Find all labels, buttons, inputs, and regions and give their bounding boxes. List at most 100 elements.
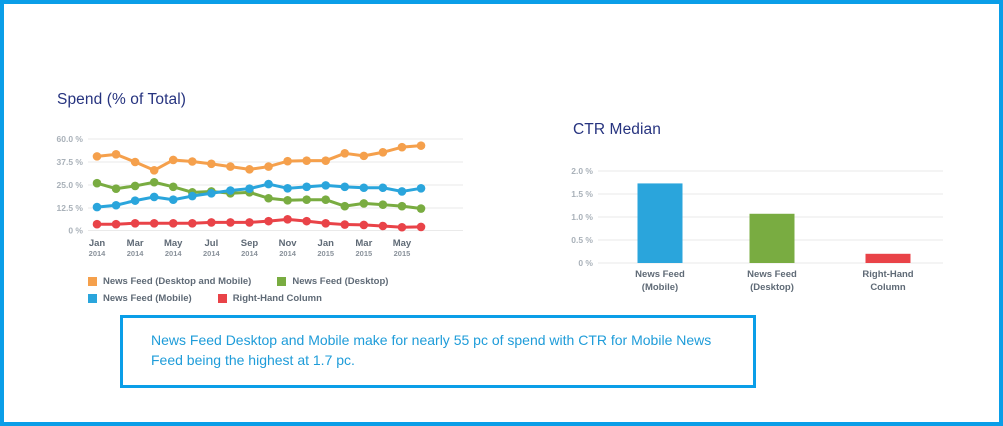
data-point — [302, 182, 311, 192]
svg-text:0 %: 0 % — [68, 226, 83, 236]
ctr-chart-title: CTR Median — [573, 121, 661, 138]
svg-text:May: May — [393, 238, 412, 249]
data-point — [378, 200, 388, 209]
spend-y-axis-labels: 60.0 % 37.5 % 25.0 % 12.5 % 0 % — [57, 134, 84, 236]
data-point — [264, 193, 273, 203]
svg-text:0 %: 0 % — [578, 258, 593, 268]
legend-item-news-feed-desktop[interactable]: News Feed (Desktop) — [277, 276, 388, 287]
data-point — [340, 149, 350, 158]
data-point — [245, 218, 254, 227]
svg-text:37.5 %: 37.5 % — [57, 157, 84, 167]
data-point — [378, 183, 388, 193]
bar-category-label: News Feed — [747, 269, 797, 280]
legend-item-news-feed-mobile[interactable]: News Feed (Mobile) — [88, 293, 192, 304]
legend-swatch-icon — [88, 277, 97, 286]
insight-text: News Feed Desktop and Mobile make for ne… — [151, 332, 712, 368]
data-point — [188, 191, 197, 201]
bar-category-label: (Desktop) — [750, 282, 794, 293]
data-point — [92, 178, 102, 188]
legend-item-right-hand-column[interactable]: Right-Hand Column — [217, 293, 322, 304]
data-point — [321, 195, 331, 205]
svg-text:2.0 %: 2.0 % — [571, 166, 593, 176]
svg-text:2015: 2015 — [355, 249, 372, 258]
data-point — [245, 184, 254, 193]
data-point — [168, 155, 178, 165]
data-point — [302, 216, 311, 226]
line-series-news-feed-mobile — [92, 179, 426, 212]
data-point — [168, 182, 178, 192]
data-point — [378, 147, 388, 157]
data-point — [340, 182, 350, 192]
data-point — [283, 184, 292, 193]
svg-text:Jan: Jan — [318, 238, 335, 249]
data-point — [226, 218, 235, 227]
svg-text:2015: 2015 — [394, 249, 411, 258]
legend-swatch-icon — [217, 294, 227, 303]
data-point — [340, 220, 350, 229]
data-point — [264, 162, 273, 171]
legend-swatch-icon — [277, 277, 287, 286]
svg-text:2014: 2014 — [241, 249, 259, 258]
data-point — [416, 204, 426, 213]
data-point — [397, 201, 407, 211]
spend-x-axis-labels: Jan2014Mar2014May2014Jul2014Sep2014Nov20… — [89, 238, 412, 258]
data-point — [130, 196, 140, 205]
bar-right-hand-column — [865, 253, 911, 263]
data-point — [111, 200, 121, 210]
data-point — [188, 157, 197, 166]
data-point — [92, 202, 102, 212]
data-point — [168, 195, 178, 205]
svg-text:2015: 2015 — [317, 249, 334, 258]
legend-row: News Feed (Mobile) Right-Hand Column — [88, 293, 388, 304]
data-point — [188, 219, 197, 228]
data-point — [111, 150, 121, 159]
spend-line-plot: 60.0 %37.5 %25.0 %12.5 %0 %Jan2014Mar201… — [57, 134, 463, 258]
data-point — [416, 222, 426, 232]
data-point — [359, 151, 369, 161]
data-point — [168, 219, 178, 228]
data-point — [321, 181, 331, 190]
ctr-y-axis-labels: 2.0 % 1.5 % 1.0 % 0.5 % 0 % — [571, 166, 593, 268]
data-point — [207, 159, 216, 169]
data-point — [264, 179, 273, 189]
svg-text:Mar: Mar — [355, 238, 372, 249]
legend-label: News Feed (Desktop) — [292, 276, 389, 287]
data-point — [359, 220, 369, 230]
legend-row: News Feed (Desktop and Mobile) News Feed … — [88, 276, 388, 287]
data-point — [283, 215, 292, 224]
svg-text:60.0 %: 60.0 % — [57, 134, 84, 144]
svg-text:Jan: Jan — [89, 238, 106, 249]
bar-category-label: Right-Hand — [862, 269, 913, 280]
data-point — [130, 157, 140, 167]
data-point — [130, 181, 140, 191]
legend-swatch-icon — [88, 294, 97, 303]
data-point — [111, 219, 121, 229]
data-point — [359, 199, 369, 208]
data-point — [130, 219, 140, 228]
svg-text:1.0 %: 1.0 % — [571, 212, 593, 222]
legend-label: News Feed (Mobile) — [103, 293, 192, 304]
data-point — [149, 219, 159, 228]
legend-item-news-feed-desktop-and-mobile[interactable]: News Feed (Desktop and Mobile) — [88, 276, 251, 287]
svg-text:Sep: Sep — [241, 238, 259, 249]
data-point — [397, 222, 407, 232]
data-point — [378, 221, 388, 231]
data-point — [226, 186, 235, 195]
data-point — [245, 165, 254, 174]
bar-category-label: (Mobile) — [642, 282, 678, 293]
svg-text:25.0 %: 25.0 % — [57, 180, 84, 190]
data-point — [321, 219, 331, 228]
ctr-bar-plot: 2.0 % 1.5 % 1.0 % 0.5 % 0 % News Feed (Mobile)… — [571, 166, 943, 293]
data-point — [340, 201, 350, 211]
data-point — [302, 156, 311, 165]
data-point — [321, 156, 331, 165]
svg-text:May: May — [164, 238, 183, 249]
data-point — [207, 218, 216, 227]
data-point — [283, 156, 292, 166]
data-point — [359, 183, 369, 193]
svg-text:2014: 2014 — [89, 249, 107, 258]
data-point — [92, 152, 102, 161]
data-point — [149, 192, 159, 202]
data-point — [207, 188, 216, 198]
svg-text:2014: 2014 — [203, 249, 221, 258]
